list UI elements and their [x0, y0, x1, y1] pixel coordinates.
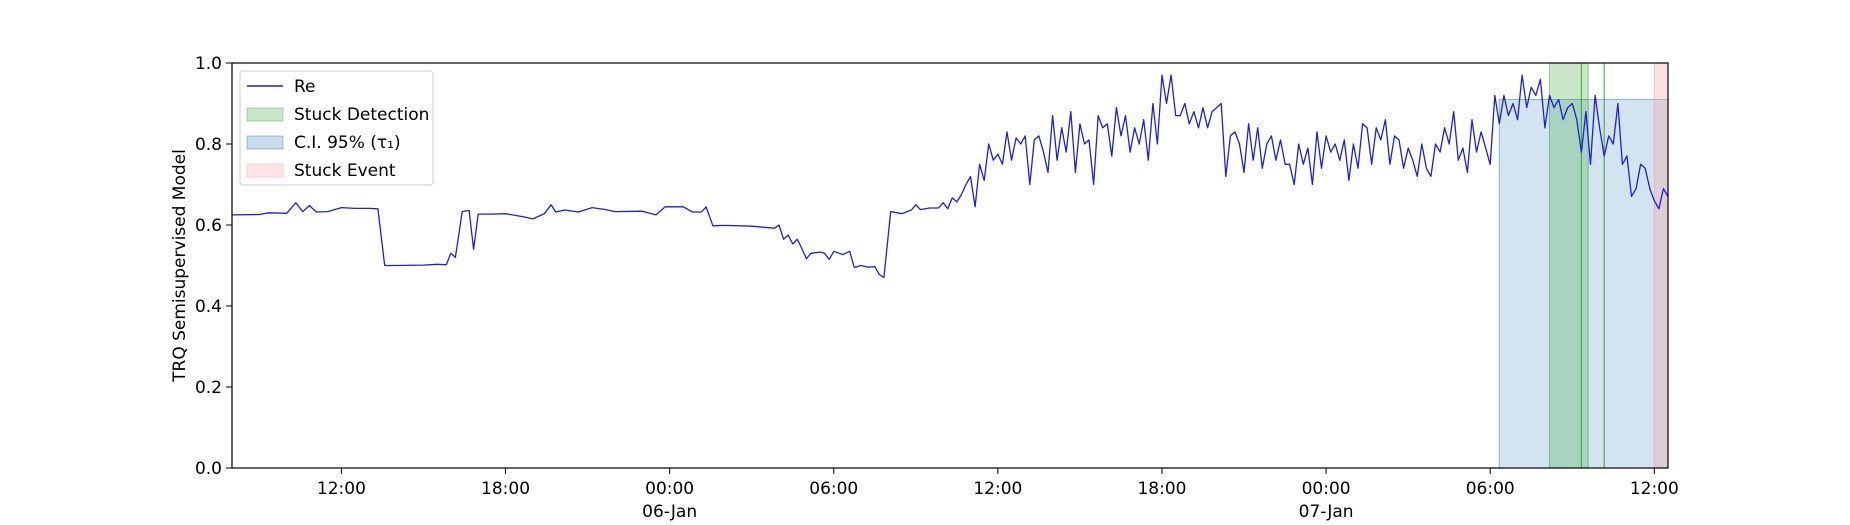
x-tick-label: 00:00	[645, 479, 694, 499]
legend-swatch-c-i-95	[246, 135, 284, 150]
legend-label-stuck-detection: Stuck Detection	[294, 105, 429, 125]
detection-lines	[1580, 63, 1605, 468]
region-stuck-detection	[1548, 62, 1589, 469]
region-stuck-event	[1653, 62, 1669, 469]
y-tick-label: 0.0	[195, 459, 222, 479]
legend-label-c-i-95: C.I. 95% (τ₁)	[294, 133, 401, 153]
legend: Re Stuck Detection C.I. 95% (τ₁) Stuck Even…	[239, 70, 434, 186]
x-tick-label: 18:00	[1137, 479, 1186, 499]
legend-box	[239, 70, 434, 186]
x-tick-label: 06-Jan	[642, 502, 697, 522]
y-axis-ticks: 0.0 0.2 0.4 0.6 0.8 1.0	[195, 54, 232, 479]
plot-frame	[231, 62, 1669, 469]
legend-label-re: Re	[294, 77, 316, 97]
legend-swatch-stuck-event	[246, 163, 284, 178]
y-tick-label: 1.0	[195, 54, 222, 74]
x-tick-label: 18:00	[481, 479, 530, 499]
x-tick-label: 12:00	[973, 479, 1022, 499]
x-tick-label: 06:00	[809, 479, 858, 499]
x-tick-label: 12:00	[1630, 479, 1679, 499]
y-axis-label: TRQ Semisupervised Model	[170, 149, 190, 383]
y-tick-label: 0.4	[195, 297, 222, 317]
legend-label-stuck-event: Stuck Event	[294, 161, 396, 181]
y-tick-label: 0.6	[195, 216, 222, 236]
x-axis-ticks: 12:0018:0000:0006-Jan199006:0012:0018:00…	[317, 468, 1679, 522]
y-tick-label: 0.2	[195, 378, 222, 398]
y-tick-label: 0.8	[195, 135, 222, 155]
x-tick-label: 00:00	[1302, 479, 1351, 499]
region-c-i-95-	[1498, 98, 1669, 469]
series-lines	[231, 74, 1669, 279]
x-tick-label: 06:00	[1466, 479, 1515, 499]
x-tick-label: 12:00	[317, 479, 366, 499]
legend-swatch-stuck-detection	[246, 107, 284, 122]
highlight-regions	[1498, 62, 1669, 469]
x-tick-label: 07-Jan	[1299, 502, 1354, 522]
series-line-re	[231, 74, 1669, 279]
